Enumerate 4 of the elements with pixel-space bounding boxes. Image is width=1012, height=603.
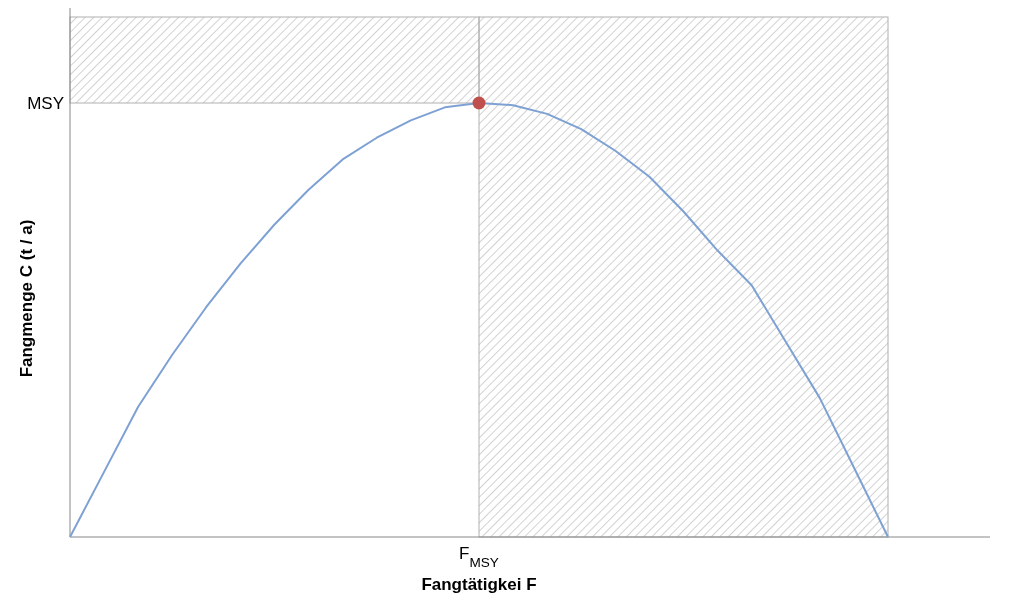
x-axis-title: Fangtätigkei F bbox=[421, 575, 537, 594]
text: F$_{MSY}$ bbox=[459, 544, 499, 570]
annotation: MSY bbox=[27, 94, 64, 113]
y-axis-title: Fangmenge C (t / a) bbox=[17, 219, 36, 378]
